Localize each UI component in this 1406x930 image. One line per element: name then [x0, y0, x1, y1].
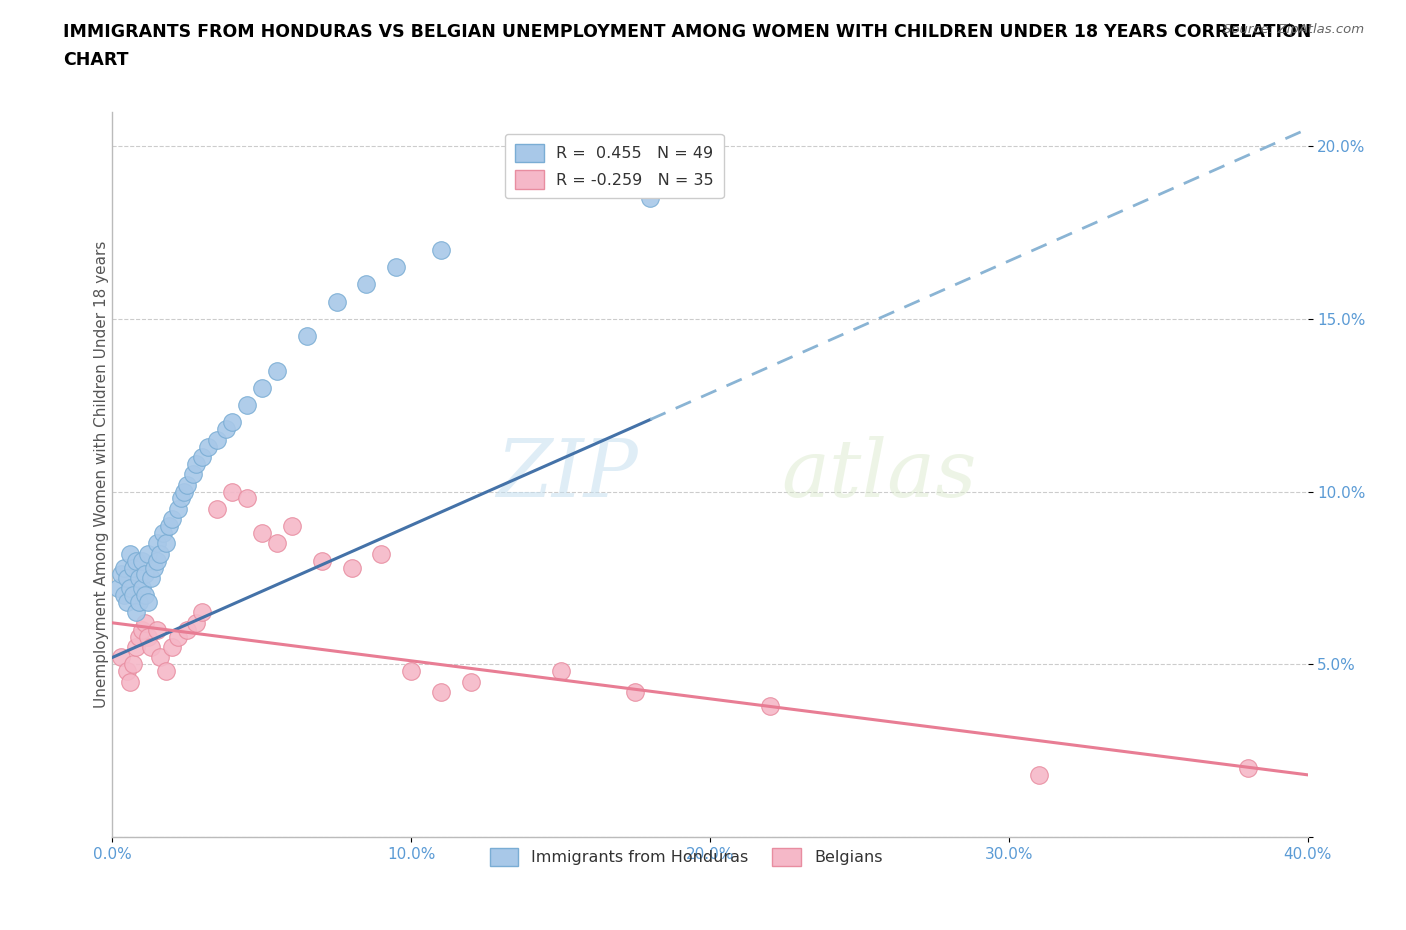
Point	[107, 581, 129, 596]
Point	[236, 491, 259, 506]
Point	[134, 616, 156, 631]
Point	[138, 594, 160, 609]
Point	[176, 622, 198, 637]
Point	[122, 560, 145, 575]
Point	[110, 567, 132, 582]
Point	[114, 588, 135, 603]
Point	[221, 485, 243, 499]
Point	[120, 674, 142, 689]
Point	[325, 294, 347, 309]
Point	[191, 449, 214, 464]
Point	[370, 546, 392, 561]
Point	[173, 485, 195, 499]
Point	[155, 664, 177, 679]
Text: IMMIGRANTS FROM HONDURAS VS BELGIAN UNEMPLOYMENT AMONG WOMEN WITH CHILDREN UNDER: IMMIGRANTS FROM HONDURAS VS BELGIAN UNEM…	[63, 23, 1312, 41]
Point	[401, 664, 423, 679]
Point	[120, 581, 142, 596]
Point	[149, 650, 172, 665]
Text: Source: ZipAtlas.com: Source: ZipAtlas.com	[1223, 23, 1364, 36]
Point	[146, 622, 169, 637]
Point	[205, 501, 228, 516]
Point	[141, 570, 163, 585]
Point	[340, 560, 363, 575]
Point	[162, 512, 183, 526]
Point	[128, 594, 150, 609]
Point	[152, 525, 174, 540]
Point	[162, 640, 183, 655]
Point	[356, 277, 378, 292]
Point	[215, 422, 238, 437]
Point	[170, 491, 193, 506]
Point	[110, 650, 132, 665]
Point	[430, 684, 453, 699]
Point	[114, 560, 135, 575]
Point	[146, 553, 169, 568]
Point	[125, 605, 148, 620]
Point	[157, 519, 180, 534]
Point	[122, 588, 145, 603]
Point	[550, 664, 572, 679]
Point	[143, 560, 166, 575]
Point	[138, 630, 160, 644]
Point	[1237, 761, 1260, 776]
Point	[191, 605, 214, 620]
Point	[131, 622, 153, 637]
Point	[205, 432, 228, 447]
Point	[146, 536, 169, 551]
Point	[117, 664, 139, 679]
Point	[120, 546, 142, 561]
Point	[640, 191, 662, 206]
Point	[122, 657, 145, 671]
Point	[250, 380, 273, 395]
Point	[759, 698, 782, 713]
Point	[176, 477, 198, 492]
Point	[125, 553, 148, 568]
Text: atlas: atlas	[782, 435, 977, 513]
Point	[430, 243, 453, 258]
Point	[134, 567, 156, 582]
Point	[128, 630, 150, 644]
Point	[250, 525, 273, 540]
Point	[460, 674, 482, 689]
Point	[128, 570, 150, 585]
Point	[295, 328, 318, 343]
Point	[186, 616, 208, 631]
Point	[181, 467, 204, 482]
Point	[167, 501, 190, 516]
Legend: Immigrants from Honduras, Belgians: Immigrants from Honduras, Belgians	[484, 842, 889, 872]
Point	[149, 546, 172, 561]
Point	[155, 536, 177, 551]
Point	[266, 536, 288, 551]
Point	[624, 684, 647, 699]
Point	[186, 457, 208, 472]
Point	[131, 581, 153, 596]
Point	[221, 415, 243, 430]
Point	[236, 398, 259, 413]
Point	[167, 630, 190, 644]
Point	[385, 259, 408, 274]
Point	[131, 553, 153, 568]
Point	[138, 546, 160, 561]
Point	[134, 588, 156, 603]
Point	[117, 594, 139, 609]
Point	[266, 364, 288, 379]
Point	[125, 640, 148, 655]
Text: ZIP: ZIP	[496, 435, 638, 513]
Text: CHART: CHART	[63, 51, 129, 69]
Point	[197, 439, 219, 454]
Y-axis label: Unemployment Among Women with Children Under 18 years: Unemployment Among Women with Children U…	[94, 241, 108, 708]
Point	[1028, 767, 1050, 782]
Point	[117, 570, 139, 585]
Point	[141, 640, 163, 655]
Point	[281, 519, 304, 534]
Point	[311, 553, 333, 568]
